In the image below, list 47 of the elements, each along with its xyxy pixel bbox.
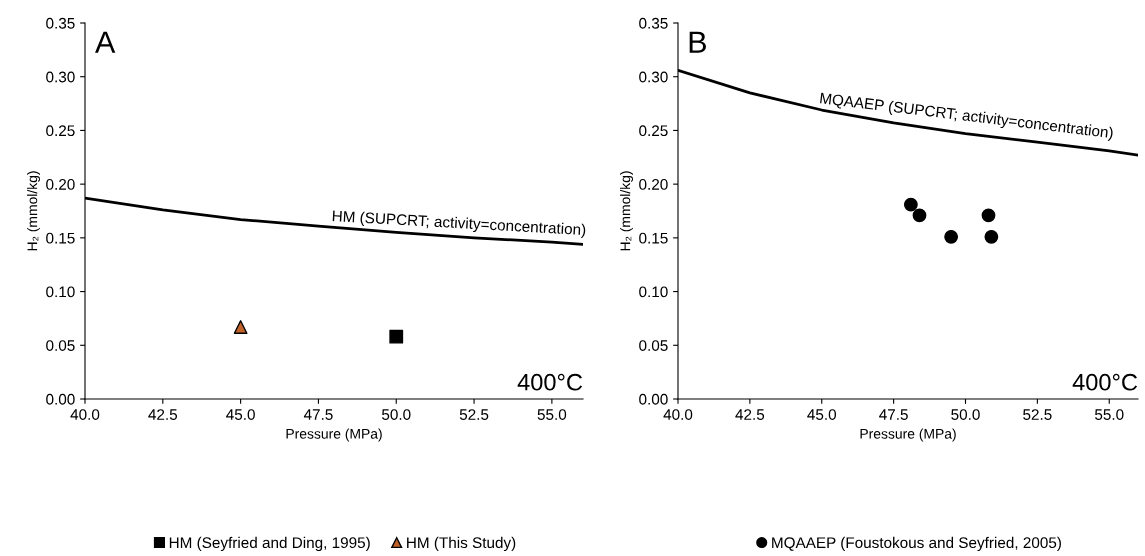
- x-tick-label: 52.5: [1023, 409, 1052, 420]
- x-tick-label: 45.0: [807, 409, 837, 420]
- y-tick-label: 0.20: [639, 179, 668, 190]
- x-tick-label: 40.0: [70, 409, 100, 420]
- y-tick-label: 0.35: [46, 17, 75, 29]
- point: [984, 229, 999, 244]
- x-tick-label: 52.5: [459, 409, 489, 420]
- y-tick-label: 0.20: [46, 179, 75, 190]
- y-tick-label: 0.10: [46, 286, 75, 298]
- y-tick-label: 0.25: [46, 125, 75, 137]
- y-tick-label: 0.05: [46, 340, 75, 351]
- point: [981, 208, 996, 223]
- x-tick-label: 42.5: [735, 409, 765, 420]
- x-tick-label: 55.0: [537, 409, 567, 420]
- annotation: B: [689, 31, 706, 53]
- annotation: 400°C: [1072, 373, 1138, 391]
- y-tick-label: 0.05: [639, 340, 668, 351]
- annotation: HM (SUPCRT; activity=concentration): [332, 210, 586, 239]
- point: [903, 197, 918, 212]
- y-tick-label: 0.00: [639, 393, 668, 405]
- x-tick-label: 45.0: [226, 409, 255, 420]
- y-axis-title: H₂ (mmol/kg): [620, 171, 633, 251]
- x-tick-label: 50.0: [382, 409, 411, 420]
- x-tick-label: 55.0: [1095, 409, 1124, 420]
- y-axis-title: H₂ (mmol/kg): [27, 171, 40, 251]
- legend-label: HM (This Study): [407, 536, 516, 552]
- y-tick-label: 0.30: [639, 71, 668, 83]
- y-tick-label: 0.15: [639, 232, 668, 244]
- point: [944, 229, 959, 244]
- x-tick-label: 42.5: [148, 409, 178, 420]
- y-tick-label: 0.15: [46, 232, 75, 244]
- annotation: 400°C: [517, 373, 583, 391]
- x-tick-label: 47.5: [303, 409, 333, 420]
- x-tick-label: 50.0: [951, 409, 980, 420]
- y-tick-label: 0.25: [639, 125, 668, 137]
- x-axis-title: Pressure (MPa): [860, 428, 956, 442]
- y-tick-label: 0.30: [46, 71, 75, 83]
- y-tick-label: 0.00: [46, 393, 75, 405]
- point: [912, 208, 927, 223]
- x-axis-title: Pressure (MPa): [286, 428, 382, 442]
- y-tick-label: 0.35: [639, 17, 668, 29]
- annotation: A: [95, 31, 116, 53]
- legend-label: HM (Seyfried and Ding, 1995): [169, 536, 370, 552]
- y-tick-label: 0.10: [639, 286, 668, 298]
- legend-label: MQAAEP (Foustokous and Seyfried, 2005): [772, 536, 1061, 552]
- x-tick-label: 40.0: [663, 409, 693, 420]
- x-tick-label: 47.5: [879, 409, 908, 420]
